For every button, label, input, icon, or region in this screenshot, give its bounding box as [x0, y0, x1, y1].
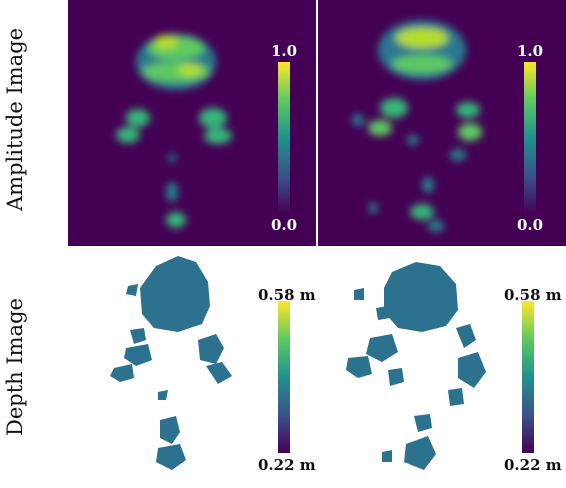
panel-divider [316, 0, 318, 246]
amplitude-left-colorbar [278, 62, 290, 214]
depth-right-colorbar-max: 0.58 m [504, 286, 562, 304]
depth-right-blobs [346, 262, 486, 470]
depth-left-colorbar [278, 301, 290, 453]
amplitude-left-colorbar-max: 1.0 [271, 42, 298, 60]
depth-panel-right: 0.58 m 0.22 m [318, 248, 566, 488]
amplitude-right-blobs [352, 20, 482, 232]
depth-row-label: Depth Image [3, 298, 27, 436]
depth-left-colorbar-max: 0.58 m [258, 286, 316, 304]
amplitude-right-colorbar-max: 1.0 [517, 42, 544, 60]
depth-left-blobs [110, 256, 232, 470]
depth-panel-left: 0.58 m 0.22 m [68, 248, 316, 488]
amplitude-left-colorbar-min: 0.0 [271, 216, 298, 234]
depth-left-colorbar-min: 0.22 m [258, 456, 316, 474]
amplitude-panel-right: 1.0 0.0 [318, 0, 566, 246]
amplitude-panel-left: 1.0 0.0 [68, 0, 316, 246]
amplitude-left-blobs [116, 34, 232, 228]
amplitude-right-colorbar-min: 0.0 [517, 216, 544, 234]
amplitude-row-label: Amplitude Image [3, 27, 27, 211]
depth-right-colorbar-min: 0.22 m [504, 456, 562, 474]
depth-right-colorbar [522, 301, 534, 453]
amplitude-right-colorbar [524, 62, 536, 214]
